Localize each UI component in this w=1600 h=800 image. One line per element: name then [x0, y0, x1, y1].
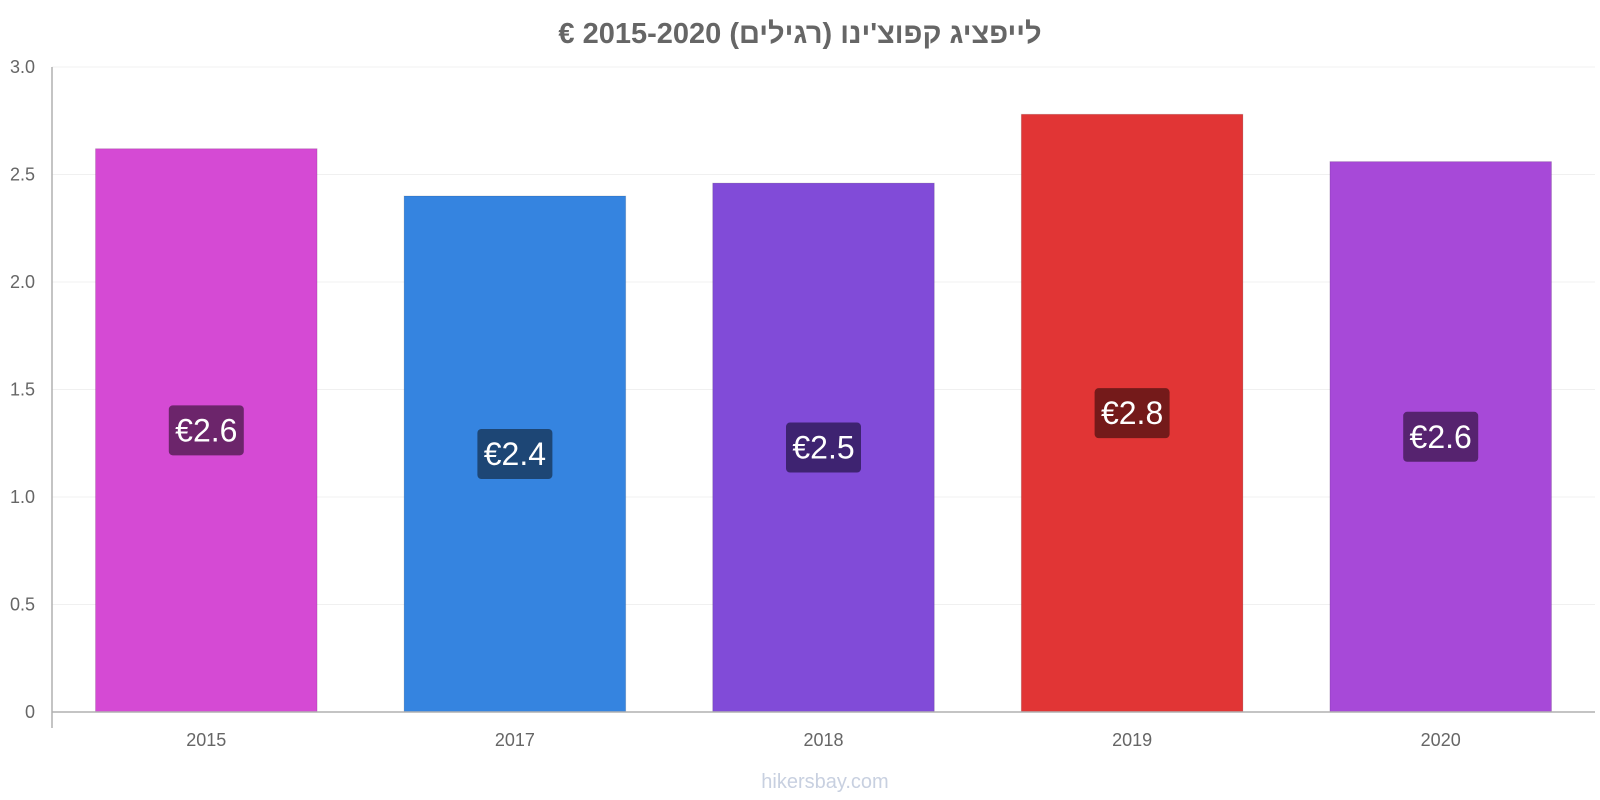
data-label-box [1094, 388, 1170, 439]
data-label-box [168, 405, 244, 456]
x-tick-label: 2019 [1112, 730, 1152, 750]
data-label-box [786, 422, 861, 473]
data-labels: €2.6 €2.4 €2.5 €2.8 €2.6 [168, 388, 1479, 479]
x-tick-label: 2018 [803, 730, 843, 750]
data-label: €2.8 [1101, 395, 1163, 431]
data-label: €2.6 [1410, 419, 1472, 455]
y-tick-label: 2.5 [10, 165, 35, 185]
data-label-box [1403, 411, 1479, 462]
y-tick-label: 3.0 [10, 57, 35, 77]
x-tick-label: 2015 [186, 730, 226, 750]
data-label-box [477, 429, 553, 479]
axes: 0 0.5 1.0 1.5 2.0 2.5 3.0 2015 2017 2018 2019 2020 [10, 57, 1595, 750]
data-label: €2.4 [484, 436, 546, 472]
x-tick-label: 2020 [1421, 730, 1461, 750]
watermark-text: hikersbay.com [761, 771, 888, 793]
data-label: €2.5 [792, 430, 854, 466]
data-label: €2.6 [175, 412, 237, 448]
y-tick-label: 0.5 [10, 595, 35, 615]
y-tick-label: 2.0 [10, 272, 35, 292]
y-tick-label: 1.5 [10, 380, 35, 400]
y-tick-label: 1.0 [10, 487, 35, 507]
chart-title: לייפציג קפוצ'ינו (רגילים) 2015-2020 € [558, 18, 1041, 50]
bars [95, 113, 1552, 713]
x-tick-label: 2017 [495, 730, 535, 750]
y-tick-label: 0 [25, 702, 35, 722]
